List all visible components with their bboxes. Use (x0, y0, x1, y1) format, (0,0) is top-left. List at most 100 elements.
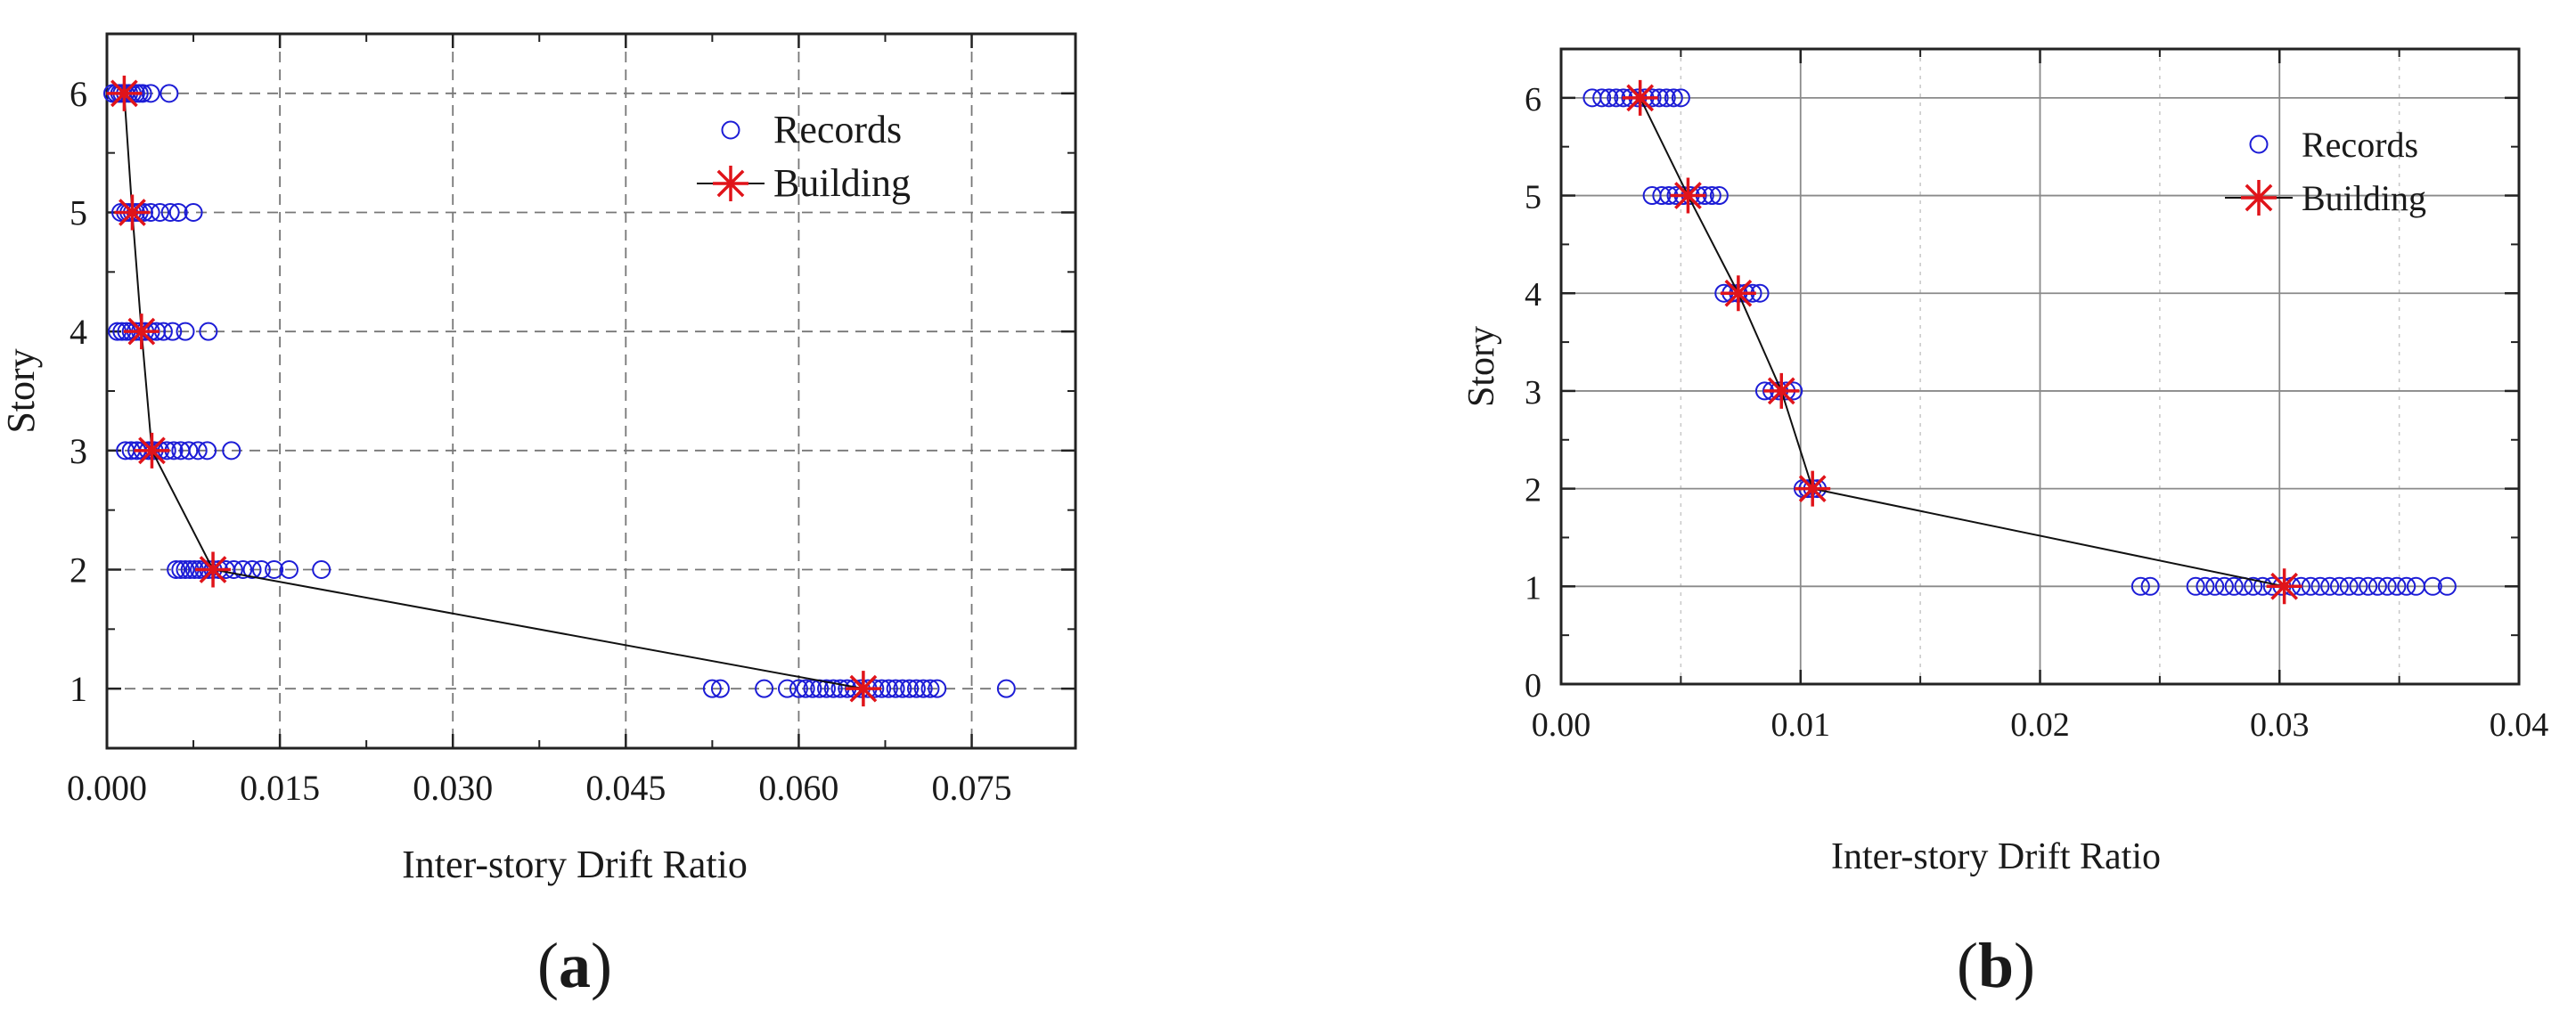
x-tick-label: 0.015 (240, 768, 320, 808)
y-tick-label: 1 (1525, 569, 1542, 607)
records-point (2205, 576, 2225, 596)
records-point (1592, 88, 1612, 108)
building-point (123, 314, 159, 350)
legend-records-marker (721, 120, 740, 140)
panel-label: (b) (1957, 930, 2035, 1001)
building-point (1622, 79, 1658, 116)
records-point (159, 84, 179, 103)
records-point (796, 679, 815, 698)
building-point (106, 75, 143, 111)
building-point (2266, 568, 2302, 605)
records-point (2140, 576, 2160, 596)
records-point (2196, 576, 2215, 596)
records-point (151, 203, 170, 222)
records-point (893, 679, 912, 698)
records-point (233, 560, 253, 579)
building-line (123, 93, 864, 690)
records-point (777, 679, 797, 698)
panel-letter: b (1978, 930, 2014, 1001)
records-point (702, 679, 722, 698)
records-point (2397, 576, 2417, 596)
y-tick-label: 3 (70, 431, 87, 471)
records-point (163, 322, 183, 341)
x-tick-label: 0.060 (758, 768, 838, 808)
records-point (171, 560, 191, 579)
legend-records-label: Records (773, 108, 902, 151)
building-point (114, 194, 151, 231)
chart-panel-b: 0.00 0.01 0.02 0.03 0.04 0 1 2 3 4 5 6 Records Buildi… (1461, 47, 2549, 1001)
records-point (2224, 576, 2244, 596)
x-tick-label: 0.000 (67, 768, 147, 808)
records-point (168, 203, 188, 222)
records-point (920, 679, 940, 698)
records-point (2387, 576, 2407, 596)
y-tick-label: 3 (1525, 374, 1542, 412)
records-point (823, 679, 843, 698)
records-point (913, 679, 933, 698)
records-point (179, 441, 199, 460)
records-point (2359, 576, 2378, 596)
x-tick-label: 0.075 (932, 768, 1012, 808)
records-point (1656, 88, 1676, 108)
records-point (2339, 576, 2359, 596)
building-point (134, 432, 170, 469)
records-point (176, 322, 195, 341)
x-tick-label: 0.04 (2490, 706, 2549, 744)
x-tick-label: 0.02 (2010, 706, 2070, 744)
legend-records-label: Records (2302, 125, 2418, 165)
records-point (2244, 576, 2263, 596)
x-axis-label: Inter-story Drift Ratio (402, 843, 748, 886)
records-point (789, 679, 808, 698)
records-point (900, 679, 920, 698)
records-point (2130, 576, 2150, 596)
records-point (1664, 88, 1683, 108)
records-point (242, 560, 262, 579)
x-axis-label: Inter-story Drift Ratio (1831, 836, 2161, 877)
legend-building-label: Building (773, 161, 911, 205)
building-line (1639, 97, 2285, 588)
panel-letter: a (559, 930, 591, 1001)
building-point (1795, 470, 1831, 507)
records-point (2377, 576, 2397, 596)
building-point (1763, 372, 1800, 409)
records-point (265, 560, 284, 579)
x-tick-label: 0.00 (1532, 706, 1591, 744)
building-point (195, 551, 232, 588)
records-point (1652, 186, 1672, 206)
records-point (184, 203, 203, 222)
legend-building-marker (713, 166, 748, 201)
y-tick-label: 2 (70, 550, 87, 591)
records-point (1709, 186, 1729, 206)
y-tick-label: 6 (1525, 81, 1542, 118)
x-tick-label: 0.030 (413, 768, 493, 808)
building-point (1720, 275, 1756, 312)
records-point (2329, 576, 2349, 596)
records-point (141, 84, 160, 103)
y-tick-label: 4 (1525, 276, 1542, 314)
records-point (996, 679, 1016, 698)
legend: Records Building (697, 108, 911, 205)
legend-records-marker (2249, 134, 2269, 154)
x-tick-label: 0.03 (2250, 706, 2310, 744)
x-tick-label: 0.045 (585, 768, 666, 808)
records-point (2301, 576, 2320, 596)
records-point (1671, 88, 1690, 108)
records-series (1582, 88, 2457, 596)
y-tick-label: 6 (70, 74, 87, 114)
y-tick-label: 5 (70, 193, 87, 233)
records-point (2214, 576, 2234, 596)
records-point (2423, 576, 2442, 596)
records-point (312, 560, 331, 579)
records-point (755, 679, 774, 698)
records-point (167, 560, 186, 579)
records-point (928, 679, 947, 698)
y-tick-label: 1 (70, 669, 87, 709)
panel-paren: ) (2014, 930, 2035, 1001)
records-point (816, 679, 836, 698)
y-tick-label: 0 (1525, 667, 1542, 705)
records-point (198, 441, 217, 460)
records-point (2186, 576, 2205, 596)
records-point (906, 679, 926, 698)
records-point (2310, 576, 2330, 596)
